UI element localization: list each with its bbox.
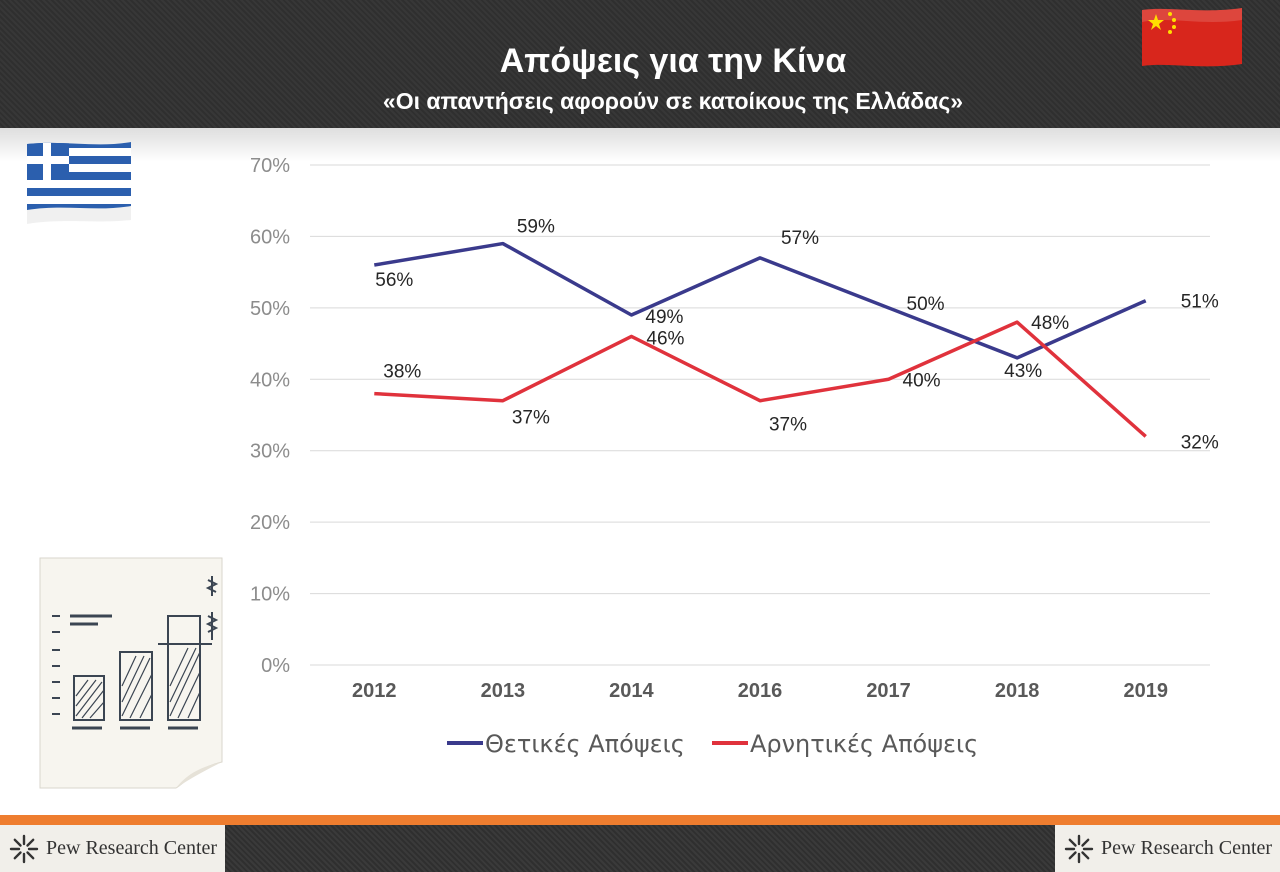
y-tick-label: 40%: [250, 369, 290, 391]
data-label: 49%: [645, 307, 683, 328]
y-tick-label: 50%: [250, 298, 290, 320]
data-label: 59%: [517, 217, 555, 238]
china-flag-icon: [1142, 8, 1242, 67]
series-line-negative: [374, 320, 1147, 438]
y-tick-label: 10%: [250, 584, 290, 606]
y-tick-label: 30%: [250, 441, 290, 463]
data-label: 51%: [1181, 292, 1219, 313]
x-tick-label: 2014: [609, 680, 654, 702]
pew-logo-text: Pew Research Center: [1101, 837, 1273, 859]
page-title: Απόψεις για την Κίνα: [499, 42, 847, 80]
pew-logo-icon: [1064, 834, 1094, 863]
header-bar: Απόψεις για την Κίνα «Οι απαντήσεις αφορ…: [0, 0, 1280, 128]
data-label: 46%: [646, 328, 684, 349]
series-line-positive: [373, 241, 1147, 360]
x-tick-label: 2018: [995, 680, 1040, 702]
greece-flag-icon: [27, 142, 131, 224]
data-label: 43%: [1004, 361, 1042, 382]
data-label: 37%: [769, 415, 807, 436]
data-label: 40%: [903, 370, 941, 391]
data-label: 37%: [512, 408, 550, 429]
x-tick-label: 2013: [481, 680, 526, 702]
y-tick-label: 20%: [250, 512, 290, 534]
legend-label: Αρνητικές Απόψεις: [750, 730, 978, 758]
pew-logo-icon: [9, 834, 39, 863]
data-label: 50%: [907, 294, 945, 315]
y-tick-label: 70%: [250, 155, 290, 177]
data-label: 57%: [781, 228, 819, 249]
line-chart: 0% 10% 20% 30% 40% 50% 60% 70% 2012 2013 2014 2016…: [250, 155, 1219, 758]
x-tick-label: 2012: [352, 680, 397, 702]
pew-logo-right: Pew Research Center: [1055, 825, 1280, 872]
data-label: 38%: [383, 362, 421, 383]
data-label: 32%: [1181, 432, 1219, 453]
x-tick-label: 2017: [866, 680, 911, 702]
y-tick-label: 60%: [250, 226, 290, 248]
x-tick-label: 2016: [738, 680, 783, 702]
header-shadow: [0, 128, 1280, 162]
pew-logo-left: Pew Research Center: [0, 825, 225, 872]
pew-logo-text: Pew Research Center: [46, 837, 218, 859]
legend-label: Θετικές Απόψεις: [485, 730, 685, 758]
y-tick-label: 0%: [261, 655, 290, 677]
data-label: 48%: [1031, 313, 1069, 334]
data-label: 56%: [375, 270, 413, 291]
page-subtitle: «Οι απαντήσεις αφορούν σε κατοίκους της …: [382, 88, 964, 114]
x-tick-label: 2019: [1123, 680, 1168, 702]
bar-chart-sketch-icon: [39, 557, 223, 789]
footer-accent-bar: [0, 815, 1280, 825]
